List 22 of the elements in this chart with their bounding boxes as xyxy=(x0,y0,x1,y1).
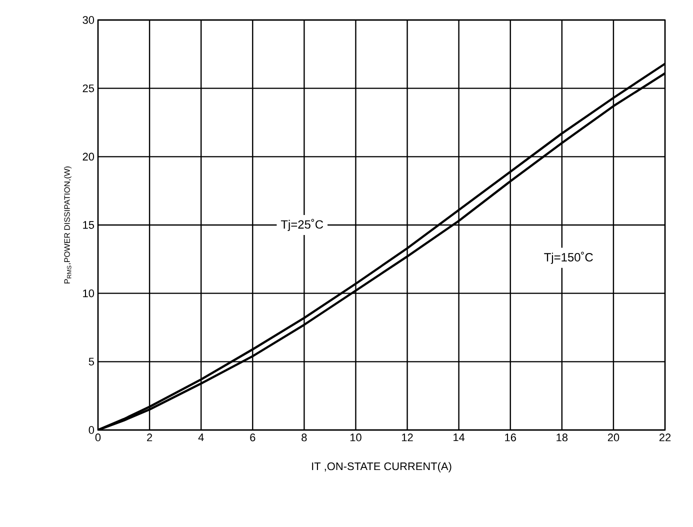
x-tick-label: 14 xyxy=(454,434,465,442)
x-tick-label: 4 xyxy=(198,434,204,442)
annotation: Tj=25˚C xyxy=(280,218,324,232)
x-tick-label: 18 xyxy=(556,434,568,442)
y-tick-label: 0 xyxy=(88,426,94,434)
y-tick-label: 30 xyxy=(82,16,94,24)
x-tick-label: 12 xyxy=(402,434,413,442)
x-axis-title: IT ,ON-STATE CURRENT(A) xyxy=(312,462,452,472)
y-tick-label: 10 xyxy=(83,289,94,298)
x-tick-label: 8 xyxy=(302,434,307,442)
x-tick-label: 16 xyxy=(505,434,516,442)
y-tick-label: 25 xyxy=(82,84,94,92)
y-tick-label: 15 xyxy=(83,221,94,229)
y-tick-label: 5 xyxy=(88,358,94,366)
x-tick-label: 6 xyxy=(250,434,256,442)
x-tick-label: 20 xyxy=(608,434,620,442)
x-tick-label: 10 xyxy=(350,434,362,442)
x-tick-label: 2 xyxy=(147,434,152,442)
annotation: Tj=150˚C xyxy=(544,252,593,264)
x-tick-label: 0 xyxy=(95,434,101,442)
x-tick-label: 22 xyxy=(659,434,671,442)
y-tick-label: 20 xyxy=(82,152,94,161)
